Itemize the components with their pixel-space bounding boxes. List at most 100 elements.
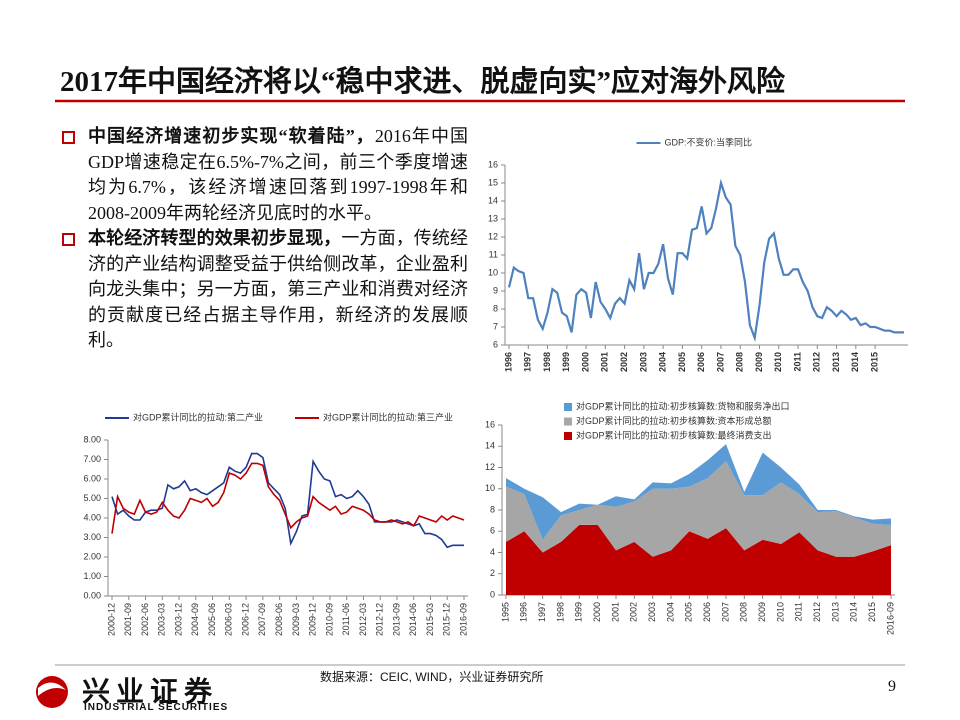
bullet-lead: 本轮经济转型的效果初步显现， <box>88 228 342 248</box>
y-tick-label: 14 <box>485 441 495 451</box>
x-tick-label: 2000-12 <box>106 603 116 636</box>
x-tick-label: 2011-06 <box>341 603 351 635</box>
x-tick-label: 2003 <box>638 352 648 372</box>
x-tick-label: 2008-06 <box>274 603 284 636</box>
y-tick-label: 8 <box>490 504 495 514</box>
x-tick-label: 2003 <box>647 602 657 622</box>
x-tick-label: 1999 <box>574 602 584 622</box>
x-tick-label: 2012 <box>812 352 822 372</box>
x-tick-label: 1997 <box>537 602 547 622</box>
legend-swatch <box>564 432 572 440</box>
x-tick-label: 2011 <box>794 602 804 621</box>
x-tick-label: 1996 <box>519 602 529 622</box>
x-tick-label: 2010-09 <box>324 603 334 636</box>
x-tick-label: 2007 <box>720 602 730 622</box>
x-tick-label: 2012 <box>812 602 822 622</box>
y-tick-label: 2.00 <box>83 551 101 561</box>
x-tick-label: 2001 <box>600 352 610 372</box>
y-tick-label: 12 <box>485 462 495 472</box>
legend-label: GDP:不变价:当季同比 <box>665 136 753 147</box>
x-tick-label: 2000 <box>592 602 602 622</box>
legend-label: 对GDP累计同比的拉动:初步核算数:资本形成总额 <box>576 415 772 426</box>
x-tick-label: 2004-09 <box>190 603 200 636</box>
y-tick-label: 10 <box>485 483 495 493</box>
y-tick-label: 0 <box>490 589 495 599</box>
source-note: 数据来源：CEIC, WIND，兴业证券研究所 <box>320 670 544 684</box>
x-tick-label: 1998 <box>555 602 565 622</box>
x-tick-label: 2015-03 <box>425 603 435 636</box>
x-tick-label: 1999 <box>561 352 571 372</box>
y-tick-label: 10 <box>488 267 498 277</box>
x-tick-label: 2009 <box>757 602 767 622</box>
x-tick-label: 2008 <box>735 352 745 372</box>
x-tick-label: 2002 <box>629 602 639 622</box>
x-tick-label: 2005 <box>677 352 687 372</box>
bullet-text: 2016年中国GDP增速稳定在6.5%-7%之间，前三个季度增速均为6.7%，该… <box>88 126 469 223</box>
x-tick-label: 2013 <box>830 602 840 622</box>
x-tick-label: 2000 <box>580 352 590 372</box>
series-area <box>506 461 891 557</box>
x-tick-label: 2013-09 <box>391 603 401 636</box>
y-tick-label: 7 <box>493 321 498 331</box>
x-tick-label: 2009-12 <box>308 603 318 636</box>
x-tick-label: 2010 <box>773 352 783 372</box>
y-tick-label: 11 <box>489 249 498 259</box>
y-tick-label: 8.00 <box>83 434 101 444</box>
y-tick-label: 1.00 <box>83 571 101 581</box>
x-tick-label: 2014 <box>849 602 859 622</box>
bullet: 本轮经济转型的效果初步显现，一方面，传统经济的产业结构调整受益于供给侧改革，企业… <box>60 226 468 354</box>
x-tick-label: 2007-09 <box>257 603 267 636</box>
series-area <box>506 524 891 595</box>
x-tick-label: 2014 <box>850 352 860 372</box>
y-tick-label: 4.00 <box>83 512 101 522</box>
y-tick-label: 4 <box>490 547 495 557</box>
y-tick-label: 2 <box>490 568 495 578</box>
y-tick-label: 15 <box>488 177 498 187</box>
x-tick-label: 2010 <box>775 602 785 622</box>
x-tick-label: 2015-12 <box>442 603 452 636</box>
x-tick-label: 2005-06 <box>207 603 217 636</box>
y-tick-label: 12 <box>488 231 498 241</box>
y-tick-label: 13 <box>488 213 498 223</box>
x-tick-label: 2009-03 <box>291 603 301 636</box>
x-tick-label: 1997 <box>523 352 533 372</box>
x-tick-label: 2006 <box>702 602 712 622</box>
bullet-list: 中国经济增速初步实现“软着陆”，2016年中国GDP增速稳定在6.5%-7%之间… <box>60 124 468 354</box>
x-tick-label: 2007 <box>715 352 725 372</box>
x-tick-label: 2006 <box>696 352 706 372</box>
x-tick-label: 2016-09 <box>458 603 468 636</box>
y-tick-label: 5.00 <box>83 493 101 503</box>
bullet-lead: 中国经济增速初步实现“软着陆”， <box>88 126 375 146</box>
logo <box>36 676 68 708</box>
series-line <box>111 452 464 549</box>
x-tick-label: 2012-03 <box>358 603 368 636</box>
x-tick-label: 2003-03 <box>157 603 167 636</box>
bullet-marker <box>62 131 75 144</box>
series-line <box>507 178 904 343</box>
x-tick-label: 2001-09 <box>123 603 133 636</box>
y-tick-label: 7.00 <box>83 454 101 464</box>
legend-label: 对GDP累计同比的拉动:初步核算数:货物和服务净出口 <box>576 400 790 411</box>
y-tick-label: 6.00 <box>83 473 101 483</box>
bullet: 中国经济增速初步实现“软着陆”，2016年中国GDP增速稳定在6.5%-7%之间… <box>60 124 468 226</box>
x-tick-label: 2003-12 <box>173 603 183 636</box>
x-tick-label: 2008 <box>739 602 749 622</box>
x-tick-label: 2004 <box>658 352 668 372</box>
legend-swatch <box>564 403 572 411</box>
x-tick-label: 2001 <box>610 602 620 622</box>
y-tick-label: 16 <box>488 159 498 169</box>
logo-swoosh <box>38 682 66 696</box>
bullet-marker <box>62 233 75 246</box>
x-tick-label: 2002-06 <box>140 603 150 636</box>
legend-label: 对GDP累计同比的拉动:第二产业 <box>133 411 263 422</box>
x-tick-label: 1995 <box>500 602 510 622</box>
x-tick-label: 1996 <box>503 352 513 372</box>
x-tick-label: 2012-12 <box>375 603 385 636</box>
y-tick-label: 0.00 <box>83 590 101 600</box>
page-number: 9 <box>888 678 896 695</box>
x-tick-label: 2009 <box>754 352 764 372</box>
y-tick-label: 3.00 <box>83 532 101 542</box>
x-tick-label: 2005 <box>684 602 694 622</box>
